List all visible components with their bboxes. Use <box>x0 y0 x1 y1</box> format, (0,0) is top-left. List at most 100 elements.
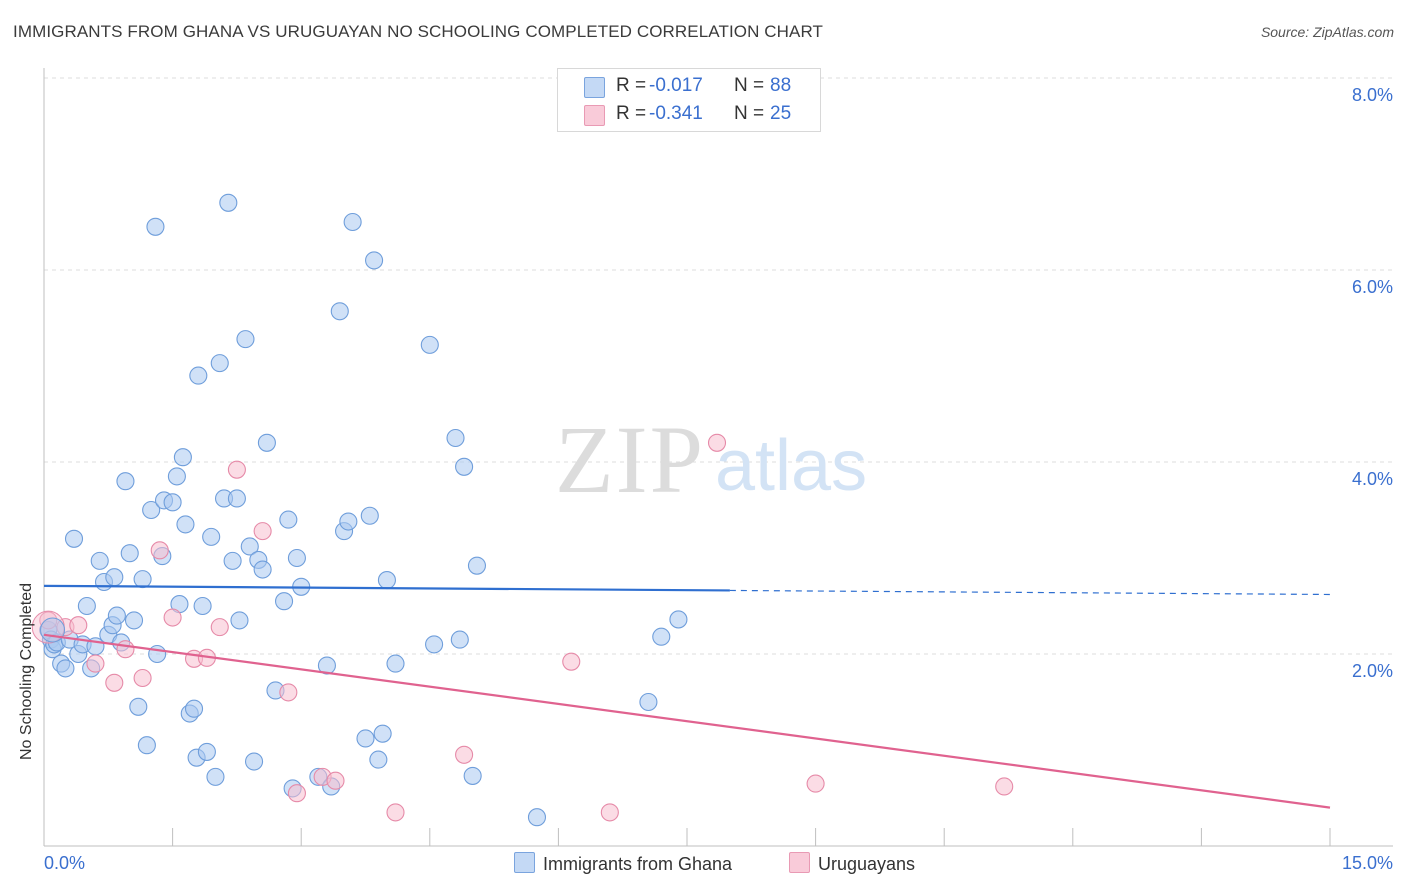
ghana-point <box>377 571 396 590</box>
ghana-point <box>189 366 208 385</box>
ghana-point <box>356 729 375 748</box>
ghana-point <box>386 654 405 673</box>
ghana-point <box>450 630 469 649</box>
uruguayan-point <box>279 683 298 702</box>
ghana-legend-swatch <box>514 852 535 873</box>
n-label: N = <box>734 75 765 96</box>
x-tick-label: 0.0% <box>44 853 85 873</box>
ghana-point <box>236 330 255 349</box>
ghana-point <box>257 433 276 452</box>
ghana-point <box>146 217 165 236</box>
uruguayan-trend-line <box>43 633 1331 809</box>
ghana-point <box>137 736 156 755</box>
uruguayan-point <box>105 673 124 692</box>
n-value: 88 <box>770 75 792 96</box>
ghana-point <box>124 611 144 630</box>
uruguayans-legend-swatch <box>789 852 810 873</box>
ghana-point <box>219 193 238 212</box>
ghana-point <box>527 808 547 827</box>
ghana-point <box>339 512 358 531</box>
y-tick-label: 2.0% <box>1352 661 1393 681</box>
n-value: 25 <box>770 103 792 124</box>
uruguayan-point <box>210 618 229 637</box>
uruguayan-point <box>995 777 1014 796</box>
uruguayan-point <box>69 616 88 635</box>
ghana-point <box>230 611 249 630</box>
uruguayan-point <box>287 784 306 803</box>
uruguayan-point <box>600 803 619 822</box>
ghana-point <box>40 617 66 643</box>
watermark-zip: ZIP <box>555 406 705 513</box>
ghana-point <box>148 644 167 664</box>
ghana-point <box>463 766 482 785</box>
uruguayans-swatch <box>584 105 605 126</box>
ghana-point <box>360 506 379 525</box>
x-tick-label: 15.0% <box>1342 853 1393 873</box>
ghana-point <box>107 606 126 625</box>
ghana-point <box>455 457 474 476</box>
uruguayan-point <box>150 541 169 560</box>
y-axis-label: No Schooling Completed <box>18 583 35 760</box>
ghana-point <box>343 212 362 232</box>
uruguayan-point <box>707 433 727 452</box>
r-value: -0.341 <box>649 103 703 124</box>
uruguayan-point <box>326 771 345 790</box>
ghana-point <box>240 537 259 556</box>
chart-title: IMMIGRANTS FROM GHANA VS URUGUAYAN NO SC… <box>13 22 824 41</box>
watermark: ZIP atlas <box>555 406 867 513</box>
correlation-legend: R = -0.017 N = 88 R = -0.341 N = 25 <box>557 68 821 132</box>
ghana-point <box>64 529 84 548</box>
legend-item-ghana: Immigrants from Ghana <box>514 852 732 875</box>
y-tick-label: 8.0% <box>1352 85 1393 105</box>
uruguayan-point <box>116 640 135 659</box>
ghana-point <box>184 699 204 718</box>
ghana-point <box>227 489 246 508</box>
ghana-point <box>287 548 306 568</box>
trend-lines <box>43 584 1331 809</box>
ghana-point <box>330 302 349 321</box>
ghana-point <box>317 656 336 675</box>
ghana-point <box>77 596 96 616</box>
uruguayan-point <box>227 460 246 479</box>
ghana-point <box>90 551 109 570</box>
ghana-trend-line <box>43 584 730 592</box>
uruguayans-legend-label: Uruguayans <box>818 854 916 874</box>
ghana-point <box>173 448 192 467</box>
uruguayan-point <box>806 774 825 793</box>
ghana-point <box>129 697 148 716</box>
ghana-point <box>116 472 135 491</box>
watermark-atlas: atlas <box>715 426 867 506</box>
ghana-point <box>142 500 161 520</box>
ghana-point <box>275 592 294 611</box>
y-tick-label: 4.0% <box>1352 469 1393 489</box>
y-tick-label: 6.0% <box>1352 277 1393 297</box>
uruguayan-point <box>386 803 405 822</box>
ghana-point <box>253 560 272 579</box>
ghana-point <box>223 551 242 570</box>
uruguayan-point <box>86 654 105 673</box>
uruguayan-point <box>163 608 182 627</box>
ghana-point <box>193 596 212 616</box>
ghana-point <box>373 724 392 743</box>
ghana-legend-label: Immigrants from Ghana <box>543 854 733 874</box>
ghana-point <box>425 635 444 654</box>
ghana-point <box>56 659 75 678</box>
ghana-point <box>120 544 139 563</box>
r-value: -0.017 <box>649 75 703 96</box>
ghana-point <box>244 752 264 771</box>
uruguayan-point <box>562 652 581 671</box>
ghana-point <box>420 335 439 354</box>
ghana-swatch <box>584 77 605 98</box>
ghana-point <box>467 556 487 575</box>
r-label: R = <box>616 75 647 96</box>
ghana-point <box>176 515 195 534</box>
ghana-point <box>279 510 298 529</box>
ghana-point <box>197 742 216 761</box>
uruguayan-point <box>133 668 152 688</box>
ghana-point <box>669 610 688 629</box>
ghana-point <box>202 527 221 546</box>
ghana-point <box>210 354 229 373</box>
uruguayan-point <box>455 745 474 764</box>
source-label: Source: ZipAtlas.com <box>1260 24 1394 40</box>
